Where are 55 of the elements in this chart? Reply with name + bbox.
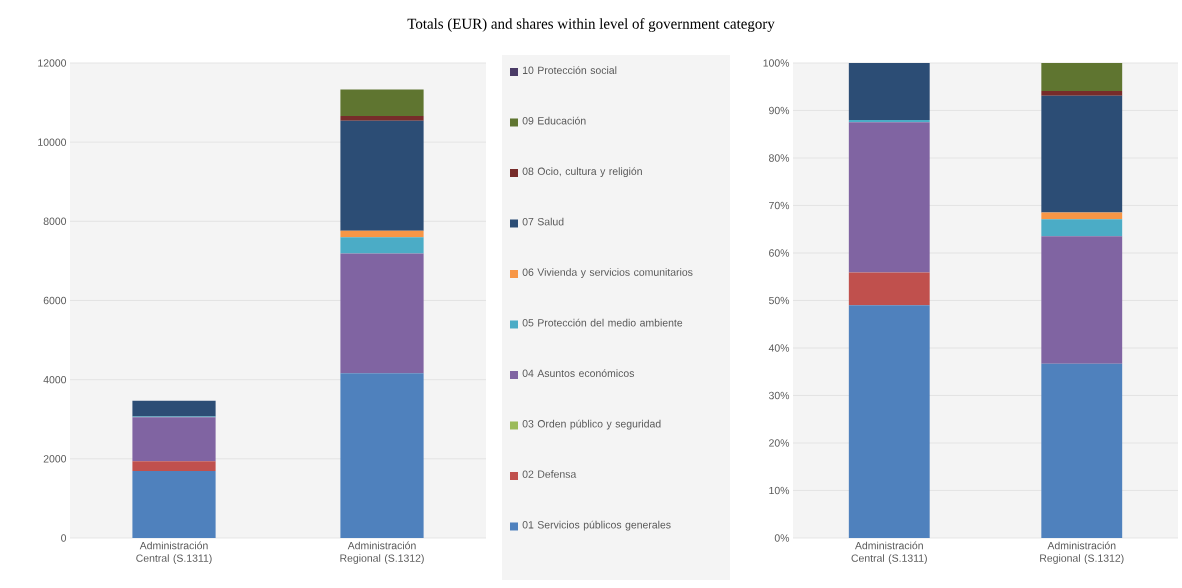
bar bbox=[1041, 62, 1123, 92]
bar bbox=[340, 253, 424, 374]
bar bbox=[132, 461, 216, 472]
bar bbox=[132, 417, 216, 462]
bar bbox=[1041, 363, 1123, 538]
legend-label: 02 Defensa bbox=[522, 470, 577, 478]
bar bbox=[848, 122, 930, 273]
y-tick-label: 10% bbox=[769, 486, 790, 495]
y-tick-label: 20% bbox=[769, 439, 790, 447]
x-tick-label: Administración Central (S.1311) bbox=[851, 541, 927, 564]
legend-label: 09 Educación bbox=[522, 116, 586, 125]
y-tick-label: 2000 bbox=[43, 455, 67, 463]
bar bbox=[340, 373, 424, 538]
bar bbox=[1041, 219, 1123, 237]
bar bbox=[848, 62, 930, 120]
bar bbox=[848, 305, 930, 538]
bar bbox=[1041, 91, 1123, 96]
x-tick-label: Administración Regional (S.1312) bbox=[1040, 541, 1124, 564]
bar bbox=[848, 272, 930, 306]
bar bbox=[340, 237, 424, 254]
bar bbox=[340, 120, 424, 231]
y-tick-label: 70% bbox=[769, 201, 790, 210]
x-tick-label: Administración Regional (S.1312) bbox=[340, 541, 424, 564]
legend-label: 06 Vivienda y servicios comunitarios bbox=[522, 268, 693, 278]
y-tick-label: 60% bbox=[769, 249, 790, 257]
y-tick-label: 0% bbox=[774, 534, 790, 542]
y-tick-label: 30% bbox=[768, 391, 790, 400]
legend-label: 03 Orden público y seguridad bbox=[522, 419, 661, 430]
legend-label: 04 Asuntos económicos bbox=[522, 369, 635, 377]
bar bbox=[340, 89, 424, 117]
bar bbox=[132, 400, 216, 417]
y-tick-label: 6000 bbox=[43, 296, 67, 305]
y-tick-label: 0 bbox=[61, 534, 67, 542]
bar bbox=[1041, 95, 1123, 213]
y-tick-label: 90% bbox=[769, 106, 790, 115]
bar bbox=[1041, 236, 1123, 364]
y-tick-label: 40% bbox=[768, 344, 790, 352]
y-tick-label: 80% bbox=[769, 154, 790, 162]
y-tick-label: 100% bbox=[763, 59, 790, 67]
bar bbox=[1041, 212, 1123, 220]
legend-label: 05 Protección del medio ambiente bbox=[522, 318, 683, 327]
y-tick-label: 4000 bbox=[43, 375, 67, 384]
y-tick-label: 12000 bbox=[38, 59, 67, 67]
legend-label: 08 Ocio, cultura y religión bbox=[522, 167, 642, 178]
legend-label: 07 Salud bbox=[522, 217, 564, 226]
legend-label: 10 Protección social bbox=[523, 66, 617, 74]
y-tick-label: 50% bbox=[768, 296, 790, 305]
bar bbox=[132, 471, 216, 538]
bar bbox=[340, 230, 424, 238]
x-tick-label: Administración Central (S.1311) bbox=[136, 541, 212, 564]
y-tick-label: 8000 bbox=[43, 217, 67, 226]
legend-label: 01 Servicios públicos generales bbox=[522, 520, 671, 531]
text: Totals (EUR) and shares within level of government category bbox=[407, 18, 775, 32]
bar bbox=[340, 116, 424, 121]
y-tick-label: 10000 bbox=[38, 138, 67, 146]
